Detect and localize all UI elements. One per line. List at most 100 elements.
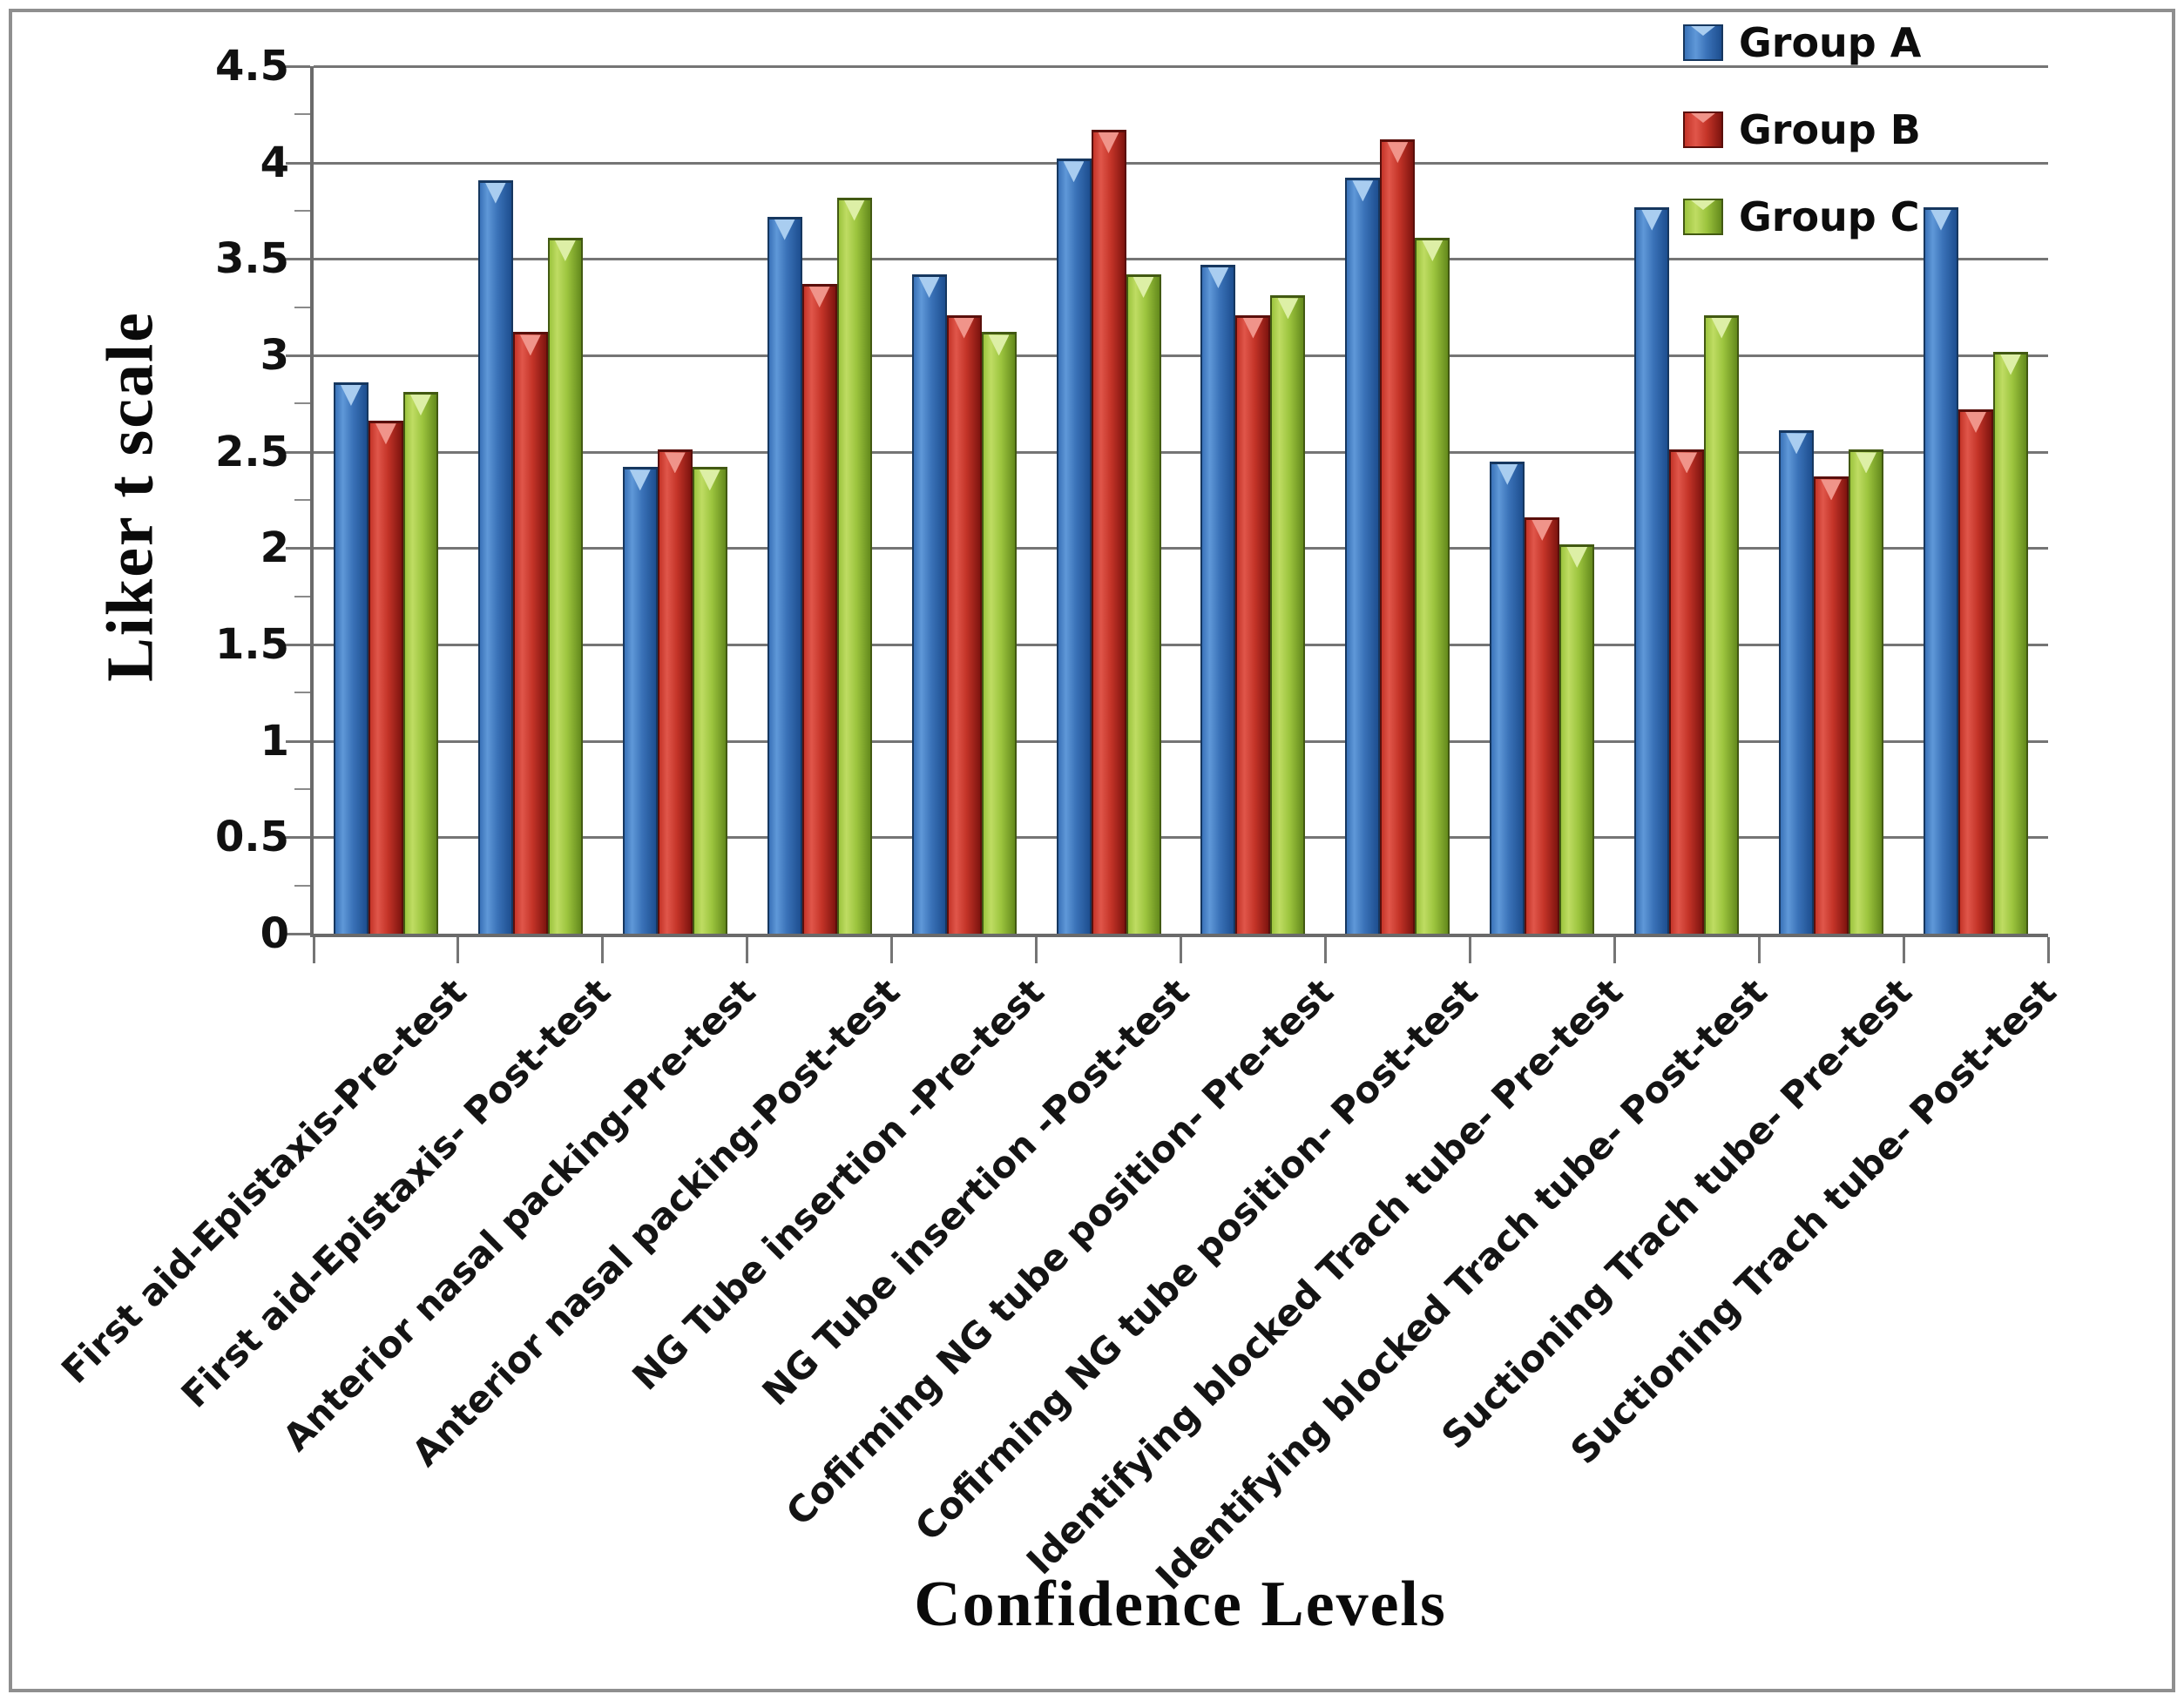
gridline [314, 354, 2048, 357]
bar-group-b [801, 284, 837, 934]
bar-top-highlight [519, 334, 541, 356]
category-label: Cofirming NG tube position- Pre-test [777, 970, 1342, 1535]
x-axis-tick [1180, 937, 1182, 963]
y-axis-tick [286, 644, 310, 646]
bar-top-highlight [1930, 209, 1951, 231]
bar-group-c [547, 238, 583, 934]
x-axis-tick [2046, 937, 2050, 963]
x-axis-tick [1323, 937, 1327, 963]
y-axis-minor-tick [294, 788, 310, 790]
y-axis-tick [286, 547, 310, 550]
legend-marker-group-a [1683, 24, 1723, 61]
legend-label: Group B [1739, 106, 1921, 153]
bar-top-highlight [699, 469, 720, 491]
bar-group [1759, 430, 1903, 934]
gridline [314, 258, 2048, 261]
bar-top-highlight [341, 385, 362, 406]
y-axis-minor-tick [294, 306, 310, 308]
bar-group-a [333, 382, 369, 934]
bar-top-highlight [1965, 411, 1986, 433]
y-axis-tick [286, 836, 310, 840]
y-axis-tick [286, 933, 310, 935]
bar-group-a [477, 179, 513, 934]
bar-top-highlight [1711, 317, 1733, 339]
y-axis-minor-tick [294, 884, 310, 887]
x-axis-tick [890, 937, 894, 963]
bar-top-highlight [1422, 240, 1444, 261]
x-axis-tick [601, 937, 605, 963]
y-tick-label: 4 [260, 138, 289, 187]
legend-item: Group B [1683, 106, 1921, 153]
bar-group-a [767, 216, 802, 934]
legend-marker-highlight [1691, 26, 1715, 36]
bar-top-highlight [2000, 354, 2021, 375]
bar-group-a [1345, 178, 1381, 934]
gridline [314, 450, 2048, 454]
bar-group-a [1634, 206, 1670, 934]
y-axis-tick [286, 739, 310, 743]
bar-group-a [1924, 206, 1959, 934]
y-tick-label: 0.5 [214, 813, 289, 862]
legend-marker-highlight [1691, 113, 1715, 123]
bar-top-highlight [410, 395, 431, 416]
legend-item: Group C [1683, 193, 1921, 240]
bar-group-c [1704, 314, 1740, 934]
y-axis-tick [286, 65, 310, 68]
x-axis-tick [312, 937, 315, 963]
gridline [314, 547, 2048, 550]
bar-top-highlight [1786, 433, 1807, 455]
bar-group-a [1056, 159, 1092, 934]
x-axis-tick [1468, 937, 1471, 963]
y-axis-minor-tick [294, 113, 310, 116]
y-axis-minor-tick [294, 499, 310, 501]
bar-top-highlight [1277, 298, 1299, 320]
y-axis-minor-tick [294, 402, 310, 405]
bar-top-highlight [918, 277, 940, 299]
y-axis-tick [286, 258, 310, 261]
bar-top-highlight [1676, 452, 1698, 474]
bar-group [1903, 206, 2048, 934]
x-axis-tick [1757, 937, 1761, 963]
y-tick-label: 1 [260, 716, 289, 766]
bar-group-c [1849, 449, 1884, 934]
bar-group [603, 449, 747, 934]
y-tick-label: 1.5 [214, 620, 289, 669]
bar-top-highlight [1387, 142, 1409, 164]
bar-group [1325, 139, 1470, 934]
bar-group-c [1270, 295, 1306, 934]
bar-top-highlight [843, 199, 865, 221]
gridline [314, 65, 2048, 68]
bar-group [1037, 130, 1181, 934]
bar-group [747, 197, 892, 934]
legend-item: Group A [1683, 19, 1921, 66]
bar-group-b [1235, 314, 1271, 934]
y-axis-title: Liker t scale [93, 311, 167, 682]
bar-top-highlight [375, 423, 396, 445]
y-tick-label: 3.5 [214, 234, 289, 284]
bar-group-a [1779, 430, 1815, 934]
bar-group-a [911, 274, 947, 934]
x-axis-tick [746, 937, 749, 963]
bar-top-highlight [554, 240, 576, 261]
y-axis-tick [286, 161, 310, 165]
legend-label: Group A [1739, 19, 1922, 66]
bar-group [314, 382, 458, 934]
bar-group-b [1958, 408, 1994, 934]
gridline [314, 161, 2048, 165]
bar-group-b [1525, 516, 1560, 934]
y-axis-minor-tick [294, 595, 310, 597]
x-axis-title: Confidence Levels [914, 1569, 1447, 1640]
y-axis-minor-tick [294, 692, 310, 694]
bar-top-highlight [953, 317, 975, 339]
x-axis-tick [1035, 937, 1038, 963]
x-axis-tick [1613, 937, 1616, 963]
y-tick-label: 2.5 [214, 427, 289, 476]
bar-top-highlight [1207, 267, 1229, 288]
bar-top-highlight [808, 287, 830, 308]
bar-group-b [368, 421, 403, 934]
bar-group-c [1126, 274, 1161, 934]
bar-group-a [1200, 264, 1236, 934]
bar-group-b [1669, 449, 1705, 934]
bar-group-b [1091, 130, 1126, 934]
bar-top-highlight [1497, 463, 1518, 485]
